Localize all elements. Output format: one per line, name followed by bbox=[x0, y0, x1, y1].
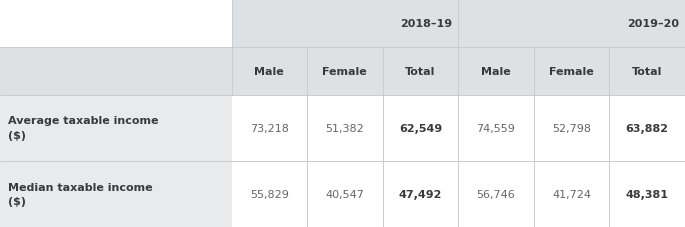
Text: 62,549: 62,549 bbox=[399, 123, 442, 133]
Bar bbox=[458, 0, 534, 48]
Text: Average taxable income
($): Average taxable income ($) bbox=[8, 116, 159, 141]
Bar bbox=[458, 48, 534, 95]
Bar bbox=[610, 0, 685, 48]
Text: Male: Male bbox=[481, 67, 511, 76]
Bar bbox=[232, 95, 307, 161]
Text: 2018–19: 2018–19 bbox=[401, 19, 453, 29]
Text: 47,492: 47,492 bbox=[399, 189, 442, 199]
Bar bbox=[534, 0, 609, 48]
Text: Total: Total bbox=[632, 67, 662, 76]
Bar bbox=[307, 95, 383, 161]
Bar bbox=[383, 95, 458, 161]
Text: 51,382: 51,382 bbox=[325, 123, 364, 133]
Bar bbox=[458, 161, 534, 227]
Bar bbox=[232, 0, 307, 48]
Bar bbox=[534, 161, 609, 227]
Bar bbox=[307, 48, 383, 95]
Bar bbox=[0, 95, 232, 161]
Bar bbox=[383, 0, 458, 48]
Bar bbox=[0, 48, 232, 95]
Text: 40,547: 40,547 bbox=[325, 189, 364, 199]
Text: Female: Female bbox=[323, 67, 367, 76]
Text: 63,882: 63,882 bbox=[625, 123, 669, 133]
Bar bbox=[534, 48, 609, 95]
Bar bbox=[0, 161, 232, 227]
Text: 73,218: 73,218 bbox=[250, 123, 289, 133]
Bar bbox=[383, 161, 458, 227]
Bar bbox=[383, 48, 458, 95]
Bar bbox=[458, 95, 534, 161]
Text: Female: Female bbox=[549, 67, 594, 76]
Bar bbox=[610, 95, 685, 161]
Text: 41,724: 41,724 bbox=[552, 189, 591, 199]
Text: 2019–20: 2019–20 bbox=[627, 19, 680, 29]
Text: Male: Male bbox=[254, 67, 284, 76]
Bar bbox=[0, 0, 232, 48]
Bar bbox=[307, 161, 383, 227]
Bar bbox=[610, 48, 685, 95]
Bar bbox=[307, 0, 383, 48]
Bar bbox=[534, 95, 609, 161]
Text: 56,746: 56,746 bbox=[477, 189, 515, 199]
Text: 48,381: 48,381 bbox=[625, 189, 669, 199]
Text: 52,798: 52,798 bbox=[552, 123, 591, 133]
Text: 55,829: 55,829 bbox=[250, 189, 289, 199]
Text: 74,559: 74,559 bbox=[477, 123, 515, 133]
Text: Total: Total bbox=[406, 67, 436, 76]
Bar bbox=[232, 161, 307, 227]
Bar bbox=[232, 48, 307, 95]
Text: Median taxable income
($): Median taxable income ($) bbox=[8, 182, 153, 206]
Bar bbox=[610, 161, 685, 227]
